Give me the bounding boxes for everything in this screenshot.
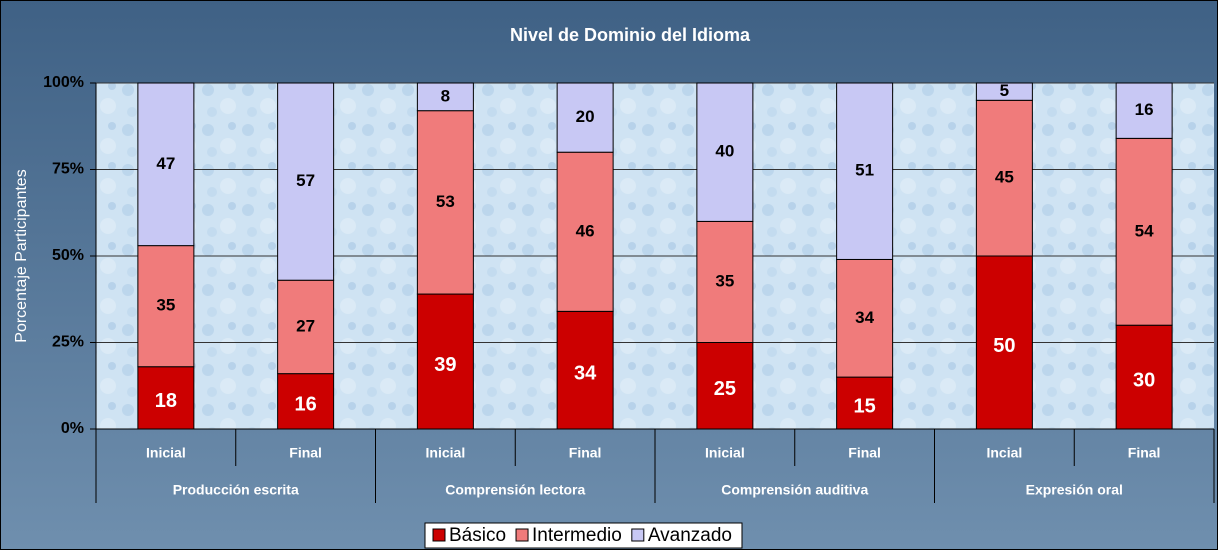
data-label: 53: [436, 192, 455, 211]
data-label: 15: [854, 395, 876, 417]
x-tick-label: Final: [569, 445, 602, 461]
data-label: 30: [1133, 369, 1155, 391]
y-tick-label: 50%: [52, 247, 84, 264]
data-label: 5: [1000, 81, 1009, 100]
data-label: 50: [993, 335, 1015, 357]
bar-segment: [416, 293, 474, 430]
bar-segment: [975, 82, 1033, 101]
legend-swatch: [631, 528, 645, 542]
bar-segment: [836, 376, 894, 430]
x-tick-label: Inicial: [426, 445, 466, 461]
legend-label: Intermedio: [532, 525, 622, 546]
y-tick-label: 25%: [52, 334, 84, 351]
data-label: 34: [574, 362, 597, 384]
x-tick-label: Incial: [986, 445, 1022, 461]
data-label: 34: [855, 308, 874, 327]
y-axis-label: Porcentaje Participantes: [13, 169, 30, 342]
data-label: 8: [441, 86, 450, 105]
bar-segment: [137, 245, 195, 368]
x-tick-label: Final: [289, 445, 322, 461]
data-label: 51: [855, 161, 874, 180]
data-label: 25: [714, 378, 736, 400]
bar-segment: [416, 82, 474, 112]
data-label: 57: [296, 171, 315, 190]
bar-segment: [137, 82, 195, 247]
group-label: Comprensión auditiva: [721, 482, 868, 498]
bar-segment: [975, 255, 1033, 430]
bar-segment: [1115, 82, 1173, 139]
bar-segment: [836, 82, 894, 260]
legend-swatch: [432, 528, 446, 542]
bar-segment: [277, 279, 335, 375]
legend-label: Básico: [449, 525, 506, 546]
group-label: Producción escrita: [173, 482, 299, 498]
y-tick-label: 75%: [52, 161, 84, 178]
data-label: 46: [576, 221, 595, 240]
bar-segment: [556, 310, 614, 430]
x-tick-label: Inicial: [146, 445, 186, 461]
legend: Básico Intermedio Avanzado: [424, 522, 743, 549]
bar-segment: [556, 82, 614, 153]
y-tick-label: 100%: [43, 74, 84, 91]
data-label: 18: [155, 390, 177, 412]
data-label: 39: [434, 354, 456, 376]
data-label: 40: [715, 142, 734, 161]
chart-title: Nivel de Dominio del Idioma: [510, 25, 751, 45]
data-label: 45: [995, 168, 1014, 187]
x-tick-label: Final: [848, 445, 881, 461]
x-tick-label: Inicial: [705, 445, 745, 461]
data-label: 54: [1135, 221, 1154, 240]
data-label: 35: [156, 296, 175, 315]
bar-segment: [556, 151, 614, 312]
legend-swatch: [515, 528, 529, 542]
bar-segment: [696, 82, 754, 222]
bar-segment: [696, 342, 754, 430]
data-label: 20: [576, 107, 595, 126]
group-label: Expresión oral: [1026, 482, 1123, 498]
bar-segment: [1115, 324, 1173, 430]
bar-segment: [416, 110, 474, 295]
y-tick-label: 0%: [61, 420, 84, 437]
x-tick-label: Final: [1128, 445, 1161, 461]
legend-box: [424, 522, 743, 549]
group-label: Comprensión lectora: [445, 482, 585, 498]
data-label: 35: [715, 271, 734, 290]
bar-segment: [137, 366, 195, 430]
data-label: 27: [296, 316, 315, 335]
bar-segment: [277, 82, 335, 281]
bar-segment: [696, 220, 754, 343]
legend-label: Avanzado: [648, 525, 732, 546]
data-label: 16: [1135, 100, 1154, 119]
bar-segment: [975, 99, 1033, 257]
data-label: 16: [295, 394, 317, 416]
data-label: 47: [156, 154, 175, 173]
